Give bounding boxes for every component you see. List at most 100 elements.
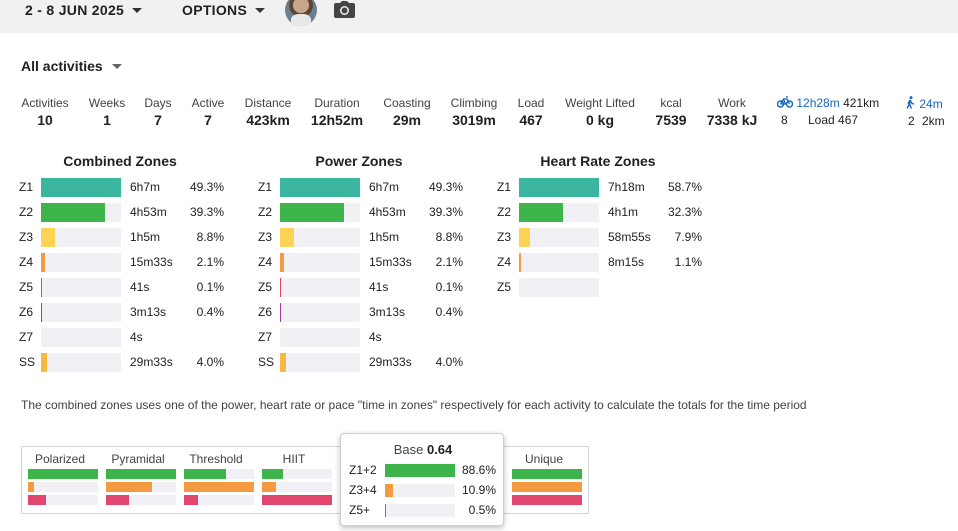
activity-filter[interactable]: All activities bbox=[21, 58, 122, 74]
combined-zone-row-z5: Z5 41s 0.1% bbox=[19, 278, 229, 297]
tooltip-bar bbox=[385, 504, 386, 517]
zone-bar-track bbox=[41, 278, 121, 297]
stat-activities: Activities 10 bbox=[5, 96, 85, 128]
distribution-bar bbox=[262, 482, 276, 492]
zone-label: Z1 bbox=[19, 180, 34, 194]
distribution-polarized[interactable]: Polarized bbox=[22, 447, 98, 513]
ride-count: 8 bbox=[781, 113, 788, 127]
ride-summary[interactable]: 12h28m 421km 8 Load 467 bbox=[776, 96, 879, 127]
stat-value: 7 bbox=[154, 112, 162, 128]
distribution-label: Polarized bbox=[34, 452, 86, 466]
zone-bar-track bbox=[41, 253, 121, 272]
distribution-bar bbox=[512, 482, 582, 492]
zone-percent: 8.8% bbox=[435, 230, 463, 244]
zone-label: Z7 bbox=[19, 330, 34, 344]
distribution-bar-track bbox=[512, 495, 582, 505]
stat-label: Days bbox=[144, 96, 172, 110]
chevron-down-icon bbox=[111, 63, 122, 69]
stat-distance: Distance 423km bbox=[228, 96, 308, 128]
zone-time: 29m33s bbox=[130, 355, 173, 369]
power-zone-row-ss: SS 29m33s 4.0% bbox=[258, 353, 468, 372]
heart-rate-zone-row-z1: Z1 7h18m 58.7% bbox=[497, 178, 707, 197]
tooltip-row-label: Z3+4 bbox=[349, 483, 377, 497]
distribution-bar-track bbox=[512, 469, 582, 479]
stat-active: Active 7 bbox=[168, 96, 248, 128]
zone-bar bbox=[280, 178, 360, 197]
distribution-unique[interactable]: Unique bbox=[506, 447, 582, 513]
stat-kcal: kcal 7539 bbox=[631, 96, 711, 128]
stat-value: 12h52m bbox=[310, 112, 364, 128]
tooltip-row-label: Z1+2 bbox=[349, 463, 377, 477]
zone-time: 4h53m bbox=[130, 205, 167, 219]
zone-bar bbox=[41, 178, 121, 197]
zone-label: Z5 bbox=[497, 280, 512, 294]
walk-count: 2 bbox=[908, 114, 915, 128]
combined-zones-note: The combined zones uses one of the power… bbox=[21, 398, 807, 412]
distribution-bar bbox=[512, 469, 582, 479]
zone-time: 1h5m bbox=[369, 230, 400, 244]
tooltip-bar-track bbox=[385, 504, 455, 517]
distribution-bar-track bbox=[262, 482, 332, 492]
zone-percent: 0.4% bbox=[435, 305, 463, 319]
ride-time: 12h28m bbox=[796, 96, 840, 110]
stat-label: kcal bbox=[660, 96, 682, 110]
distribution-bar-track bbox=[184, 495, 254, 505]
zone-time: 8m15s bbox=[608, 255, 645, 269]
zone-bar bbox=[41, 278, 42, 297]
ride-load: Load 467 bbox=[808, 113, 859, 127]
zone-bar bbox=[280, 228, 294, 247]
zone-time: 6h7m bbox=[369, 180, 400, 194]
tooltip-score: 0.64 bbox=[426, 442, 453, 457]
distribution-pyramidal[interactable]: Pyramidal bbox=[100, 447, 176, 513]
distribution-bar-track bbox=[512, 482, 582, 492]
zone-label: Z6 bbox=[19, 305, 34, 319]
zone-time: 41s bbox=[130, 280, 150, 294]
tooltip-row-percent: 88.6% bbox=[461, 463, 496, 477]
zone-bar-track bbox=[280, 303, 360, 322]
top-bar: 2 - 8 JUN 2025 OPTIONS bbox=[0, 0, 958, 33]
stat-label: Weight Lifted bbox=[565, 96, 635, 110]
zone-bar bbox=[41, 228, 55, 247]
distribution-bar-track bbox=[262, 495, 332, 505]
zone-label: Z4 bbox=[258, 255, 273, 269]
zone-label: Z3 bbox=[19, 230, 34, 244]
camera-icon[interactable] bbox=[334, 1, 355, 18]
stat-value: 10 bbox=[37, 112, 53, 128]
zone-label: Z2 bbox=[497, 205, 512, 219]
zone-bar-track bbox=[519, 278, 599, 297]
zone-label: Z5 bbox=[19, 280, 34, 294]
date-range-selector[interactable]: 2 - 8 JUN 2025 bbox=[25, 2, 143, 18]
zone-percent: 7.9% bbox=[674, 230, 702, 244]
power-zone-row-z7: Z7 4s bbox=[258, 328, 468, 347]
distribution-threshold[interactable]: Threshold bbox=[178, 447, 254, 513]
zone-bar-track bbox=[280, 178, 360, 197]
intensity-distribution-panel: Polarized Pyramidal Threshold HIIT Unique bbox=[21, 446, 589, 514]
walk-summary[interactable]: 24m 2 2km bbox=[905, 96, 945, 128]
combined-zone-row-z6: Z6 3m13s 0.4% bbox=[19, 303, 229, 322]
tooltip-row-percent: 0.5% bbox=[468, 503, 496, 517]
stat-label: Load bbox=[517, 96, 545, 110]
stat-label: Weeks bbox=[88, 96, 126, 110]
power-zone-row-z1: Z1 6h7m 49.3% bbox=[258, 178, 468, 197]
combined-zones-title: Combined Zones bbox=[63, 153, 177, 169]
stat-label: Duration bbox=[314, 96, 360, 110]
zone-percent: 0.1% bbox=[435, 280, 463, 294]
combined-zone-row-z4: Z4 15m33s 2.1% bbox=[19, 253, 229, 272]
zone-bar bbox=[41, 253, 45, 272]
heart-rate-zone-row-z5: Z5 bbox=[497, 278, 707, 297]
zone-bar-track bbox=[41, 353, 121, 372]
distribution-hiit[interactable]: HIIT bbox=[256, 447, 332, 513]
stat-value: 3019m bbox=[452, 112, 496, 128]
stat-value: 467 bbox=[519, 112, 543, 128]
avatar[interactable] bbox=[285, 0, 317, 26]
zone-bar-track bbox=[280, 353, 360, 372]
power-zone-row-z6: Z6 3m13s 0.4% bbox=[258, 303, 468, 322]
stat-value: 7539 bbox=[655, 112, 687, 128]
options-menu[interactable]: OPTIONS bbox=[182, 2, 266, 18]
stat-value: 423km bbox=[246, 112, 290, 128]
stat-label: Distance bbox=[244, 96, 292, 110]
chevron-down-icon bbox=[255, 7, 266, 13]
stat-value: 7 bbox=[204, 112, 212, 128]
distribution-bar-track bbox=[28, 469, 98, 479]
zone-label: Z7 bbox=[258, 330, 273, 344]
